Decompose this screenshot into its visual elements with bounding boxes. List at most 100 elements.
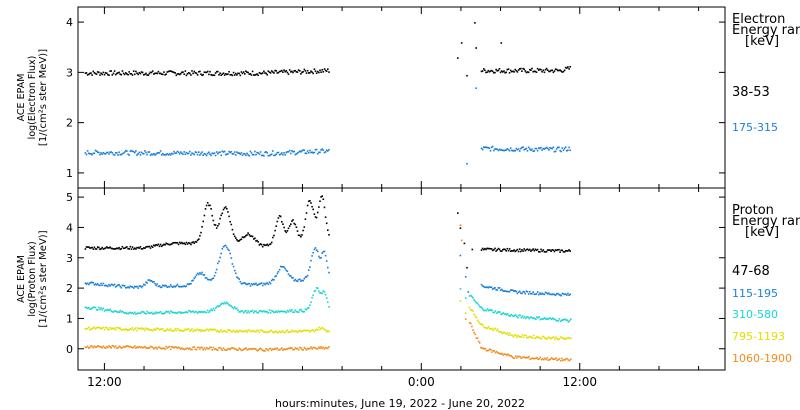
data-point (311, 71, 313, 73)
data-point (564, 293, 567, 295)
data-point (237, 240, 239, 242)
data-point (104, 347, 107, 349)
data-point (229, 74, 231, 76)
data-point (467, 291, 470, 293)
data-point (288, 347, 291, 350)
data-point (128, 329, 130, 331)
data-point (257, 311, 259, 314)
data-point (104, 72, 107, 74)
data-point (156, 152, 158, 154)
data-point (227, 348, 229, 350)
data-point (542, 335, 545, 338)
data-point (518, 335, 520, 338)
data-point (548, 292, 550, 294)
data-point (122, 247, 125, 250)
data-point (533, 293, 536, 295)
data-point (195, 311, 198, 313)
electron-y-tick-label: 4 (66, 16, 73, 29)
data-point (240, 349, 243, 352)
data-point (210, 346, 212, 349)
data-point (139, 246, 142, 248)
data-point (250, 235, 253, 237)
data-point (132, 346, 135, 349)
data-point (155, 153, 157, 155)
data-point (279, 153, 282, 155)
data-point (266, 331, 268, 334)
data-point (139, 285, 142, 287)
data-point (203, 310, 206, 313)
data-point (226, 349, 228, 351)
data-point (117, 326, 119, 329)
data-point (553, 70, 556, 72)
data-point (529, 358, 531, 360)
data-point (542, 147, 545, 150)
data-point (98, 151, 100, 154)
data-point (529, 68, 531, 71)
data-point (125, 149, 127, 152)
data-point (273, 72, 275, 74)
data-point (504, 353, 507, 356)
data-point (189, 72, 191, 75)
data-point (550, 147, 552, 150)
data-point (210, 208, 212, 210)
data-point (281, 265, 283, 268)
data-point (292, 150, 294, 153)
data-point (136, 285, 138, 288)
data-point (500, 288, 503, 291)
data-point (136, 312, 138, 315)
proton-series-3 (84, 300, 572, 341)
data-point (208, 330, 210, 332)
data-point (272, 236, 274, 239)
electron-legend-entry: 38-53 (732, 85, 770, 100)
data-point (94, 306, 97, 309)
data-point (550, 337, 553, 339)
data-point (561, 292, 564, 295)
data-point (129, 311, 132, 314)
data-point (242, 311, 245, 314)
data-point (542, 249, 545, 251)
data-point (516, 315, 518, 318)
data-point (526, 290, 529, 293)
data-point (145, 246, 147, 248)
data-point (493, 287, 495, 290)
data-point (205, 71, 208, 74)
data-point (145, 313, 147, 315)
data-point (90, 153, 92, 155)
data-point (518, 290, 521, 293)
data-point (203, 152, 206, 155)
data-point (217, 349, 219, 351)
data-point (565, 357, 567, 360)
data-point (196, 74, 199, 76)
data-point (85, 283, 88, 285)
data-point (318, 326, 320, 329)
data-point (316, 348, 319, 350)
data-point (522, 336, 525, 339)
data-point (322, 149, 325, 151)
data-point (104, 153, 107, 155)
data-point (155, 243, 157, 246)
data-point (569, 149, 571, 152)
data-point (295, 153, 298, 155)
data-point (318, 346, 320, 348)
data-point (137, 153, 139, 155)
data-point (130, 73, 133, 75)
data-point (166, 347, 169, 349)
data-point (220, 154, 222, 157)
data-point (528, 336, 530, 338)
data-point (545, 358, 547, 361)
data-point (513, 290, 515, 292)
data-point (307, 348, 310, 350)
data-point (313, 68, 316, 70)
data-point (505, 333, 508, 336)
data-point (147, 245, 150, 248)
data-point (299, 234, 301, 237)
data-point (526, 316, 528, 318)
data-point (259, 151, 262, 153)
data-point (316, 211, 319, 214)
data-point (287, 347, 290, 349)
data-point (269, 154, 272, 156)
data-point (306, 307, 309, 309)
data-point (192, 241, 194, 243)
data-point (193, 153, 196, 156)
